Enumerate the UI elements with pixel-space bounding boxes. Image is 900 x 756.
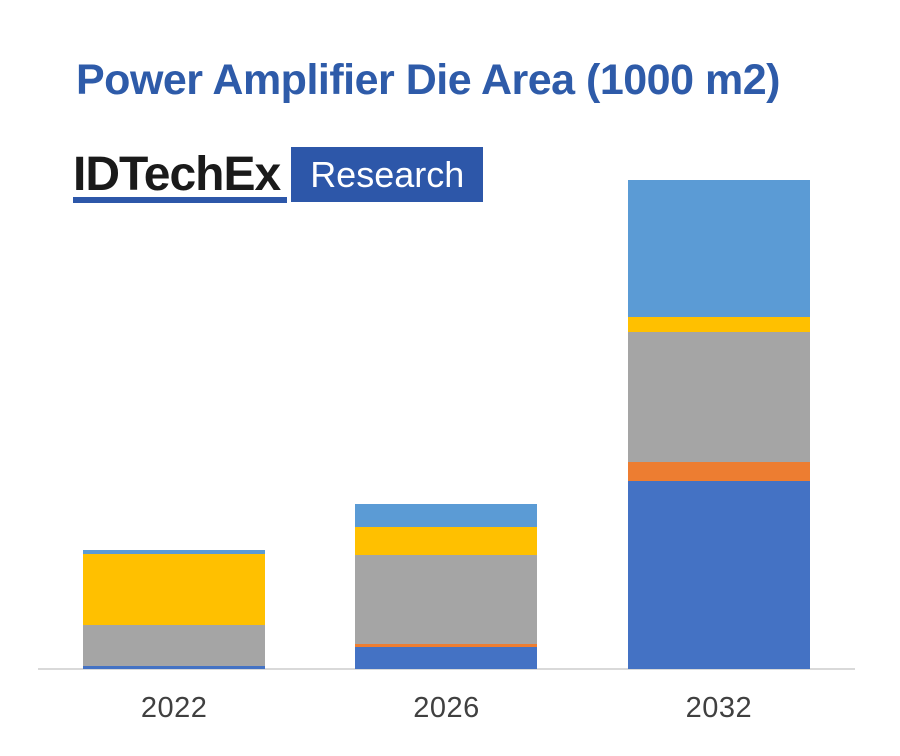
segment-2032-series-4-gold [627,317,810,332]
stacked-bar-2032 [627,180,810,669]
bar-slot-2032 [583,180,855,669]
plot-area [38,0,855,670]
x-tick-2032: 2032 [685,692,753,724]
x-tick-2022: 2022 [140,692,208,724]
chart-title: Power Amplifier Die Area (1000 m2) [76,56,780,104]
segment-2026-series-1-dark-blue [355,647,538,669]
segment-2022-series-5-light-blue [83,550,266,554]
x-axis-labels: 2022 2026 2032 [38,692,855,725]
segment-2032-series-1-dark-blue [627,481,810,669]
segment-2032-series-2-orange [627,462,810,481]
segment-2022-series-1-dark-blue [83,666,266,669]
x-axis-line [38,668,855,670]
bars-container [38,0,855,669]
segment-2022-series-4-gold [83,554,266,625]
x-tick-2026: 2026 [413,692,480,724]
idtechex-logo: IDTechEx Research [73,146,484,203]
research-badge: Research [291,147,484,202]
segment-2026-series-5-light-blue [355,504,538,527]
logo-underline [73,197,287,203]
segment-2026-series-2-orange [355,644,538,647]
segment-2026-series-4-gold [355,527,538,555]
stacked-bar-2022 [83,550,266,669]
segment-2032-series-3-gray [627,332,810,462]
segment-2026-series-3-gray [355,555,538,644]
segment-2022-series-3-gray [83,625,266,666]
segment-2032-series-5-light-blue [627,180,810,317]
idtechex-wordmark: IDTechEx [73,148,281,201]
bar-slot-2026 [310,504,582,669]
stacked-bar-2026 [355,504,538,669]
bar-slot-2022 [38,550,310,669]
